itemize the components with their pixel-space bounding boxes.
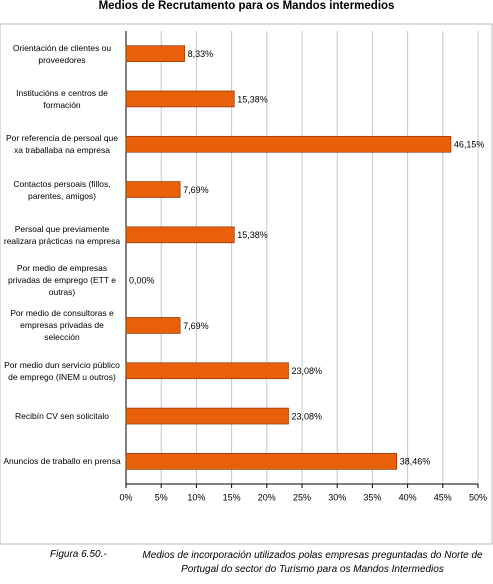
x-tick-label: 0% <box>119 492 132 502</box>
bar <box>125 135 452 153</box>
value-label: 15,38% <box>237 230 268 240</box>
bar <box>125 453 398 470</box>
value-label: 23,08% <box>291 366 322 376</box>
y-tick-label: Recibín CV sen solicitalo <box>14 411 109 422</box>
x-tick-label: 40% <box>399 492 417 502</box>
y-tick-label: Por medio de empresas privadas de empreg… <box>7 263 117 298</box>
y-tick-label: Por medio dun servicio público de empreg… <box>4 359 120 382</box>
bar <box>125 407 289 425</box>
value-label: 38,46% <box>400 457 431 467</box>
plot-area <box>0 23 493 545</box>
y-tick-label: Orientación de clientes ou proveedores <box>12 42 112 65</box>
bar <box>125 181 181 198</box>
y-tick-label: Institucións e centros de formación <box>16 87 108 110</box>
x-tick-label: 25% <box>293 492 311 502</box>
x-tick-label: 35% <box>363 492 381 502</box>
y-tick-label: Anuncios de traballo en prensa <box>3 456 121 467</box>
value-label: 8,33% <box>188 49 214 59</box>
bar <box>125 90 235 108</box>
chart-title: Medios de Recrutamento para os Mandos in… <box>98 0 395 12</box>
bar <box>125 317 181 334</box>
y-tick-label: Por referencia de persoal que xa traball… <box>6 133 118 156</box>
value-label: 7,69% <box>183 185 209 195</box>
figure-number: Figura 6.50.- <box>50 549 107 560</box>
x-tick-label: 20% <box>258 492 276 502</box>
x-tick-label: 5% <box>155 492 168 502</box>
y-tick-label: Por medio de consultoras e empresas priv… <box>10 308 114 343</box>
bar <box>125 226 235 244</box>
value-label: 7,69% <box>183 321 209 331</box>
x-tick-label: 15% <box>223 492 241 502</box>
x-tick-label: 10% <box>187 492 205 502</box>
value-label: 15,38% <box>237 94 268 104</box>
value-label: 46,15% <box>454 140 485 150</box>
y-tick-label: Persoal que previamente realizara prácti… <box>3 223 121 246</box>
x-tick-label: 50% <box>469 492 487 502</box>
bar <box>125 362 289 380</box>
y-tick-label: Contactos persoais (fillos, parentes, am… <box>13 178 111 201</box>
bar <box>125 45 185 62</box>
value-label: 23,08% <box>291 411 322 421</box>
x-tick-label: 45% <box>434 492 452 502</box>
value-label: 0,00% <box>129 276 155 286</box>
figure-caption: Medios de incorporación utilizados polas… <box>142 550 483 575</box>
x-tick-label: 30% <box>328 492 346 502</box>
